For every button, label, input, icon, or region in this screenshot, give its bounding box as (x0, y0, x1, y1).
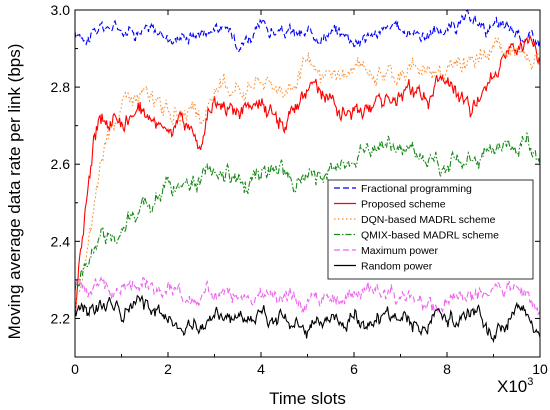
x-axis-multiplier: X103 (497, 376, 533, 396)
x-tick-label: 2 (164, 361, 172, 377)
x-tick-label: 6 (350, 361, 358, 377)
legend-label: Proposed scheme (361, 199, 446, 211)
series-line-3 (74, 36, 541, 310)
series-line-1 (74, 9, 541, 54)
legend-label: Fractional programming (361, 183, 472, 195)
x-axis-multiplier-base: X10 (497, 377, 527, 396)
y-tick-label: 3.0 (51, 2, 71, 18)
x-tick-label: 4 (257, 361, 265, 377)
legend-label: Random power (361, 261, 433, 273)
legend: Fractional programming Proposed scheme DQN… (327, 179, 534, 280)
legend-label: Maximum power (361, 245, 439, 257)
y-tick-label: 2.8 (51, 79, 71, 95)
x-axis-label: Time slots (269, 389, 346, 408)
series-line-4 (74, 131, 541, 292)
y-tick-label: 2.4 (51, 233, 71, 249)
series-line-5 (74, 276, 541, 316)
x-axis-multiplier-exponent: 3 (527, 376, 533, 388)
y-tick-label: 2.6 (51, 156, 71, 172)
series-line-2 (74, 33, 541, 316)
x-tick-label: 8 (443, 361, 451, 377)
series-layer (74, 9, 541, 344)
x-tick-label: 0 (71, 361, 79, 377)
series-line-6 (74, 294, 541, 344)
legend-box (327, 179, 534, 280)
legend-label: DQN-based MADRL scheme (361, 214, 496, 226)
ticks-layer (74, 9, 541, 357)
tick-labels: 0 2 4 6 8 10 2.2 2.4 2.6 2.8 3.0 (51, 2, 548, 377)
y-axis-label: Moving average data rate per link (bps) (5, 44, 24, 340)
legend-label: QMIX-based MADRL scheme (361, 230, 499, 242)
y-tick-label: 2.2 (51, 310, 71, 326)
x-tick-label: 10 (532, 361, 548, 377)
